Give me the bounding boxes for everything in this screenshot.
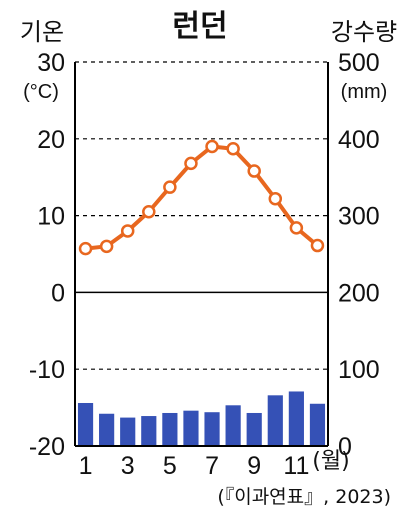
gridlines [75,61,328,370]
temperature-line [78,139,325,256]
right-tick-label: 400 [338,126,380,154]
precipitation-bar [99,413,115,446]
temperature-point [78,241,93,256]
temperature-point [226,142,240,156]
right-axis-label: 강수량 [331,18,397,46]
x-axis-unit: (월) [312,449,349,474]
left-tick-label: 0 [51,279,65,307]
precipitation-bar [267,395,283,446]
temperature-point [289,221,304,235]
temperature-polyline [85,144,319,251]
left-tick-label: -20 [29,433,65,461]
left-axis-label: 기온 [20,18,64,46]
left-axis-unit: (°C) [23,81,59,103]
precipitation-bar [225,405,241,446]
temperature-point [163,180,177,194]
precipitation-bar [141,416,157,446]
precipitation-bar [246,412,262,446]
precipitation-bar [309,403,326,446]
right-tick-label: 200 [338,279,380,307]
precipitation-bar [120,417,136,446]
plot-frame [74,62,329,447]
temperature-point [184,156,198,171]
right-tick-label: 300 [338,203,380,231]
source-note: (『이과연표』, 2023) [217,486,391,508]
precipitation-bar [162,412,178,446]
temperature-point [247,164,261,178]
temperature-point [268,191,283,206]
chart-title: 런던 [172,9,227,44]
left-tick-label: 30 [37,49,65,77]
temperature-point [310,238,325,253]
left-tick-label: -10 [29,356,65,384]
x-tick-label: 9 [247,452,261,480]
precipitation-bar [204,412,220,446]
temperature-point [99,239,114,254]
x-tick-label: 11 [283,452,309,480]
temperature-point [120,224,135,238]
temperature-point [205,139,219,154]
x-tick-label: 3 [121,452,135,480]
right-tick-label: 100 [338,356,380,384]
precipitation-bar [77,402,94,446]
left-tick-label: 20 [37,126,65,154]
precipitation-bars [77,391,326,446]
right-tick-label: 500 [338,49,380,77]
right-tick-label: 0 [338,433,352,461]
x-tick-label: 7 [205,452,219,480]
x-tick-label: 5 [163,452,177,480]
left-tick-label: 10 [37,203,65,231]
right-axis-unit: (mm) [341,81,388,103]
temperature-point [142,205,156,219]
precipitation-bar [288,391,304,446]
precipitation-bar [183,410,199,446]
x-tick-label: 1 [79,452,93,480]
